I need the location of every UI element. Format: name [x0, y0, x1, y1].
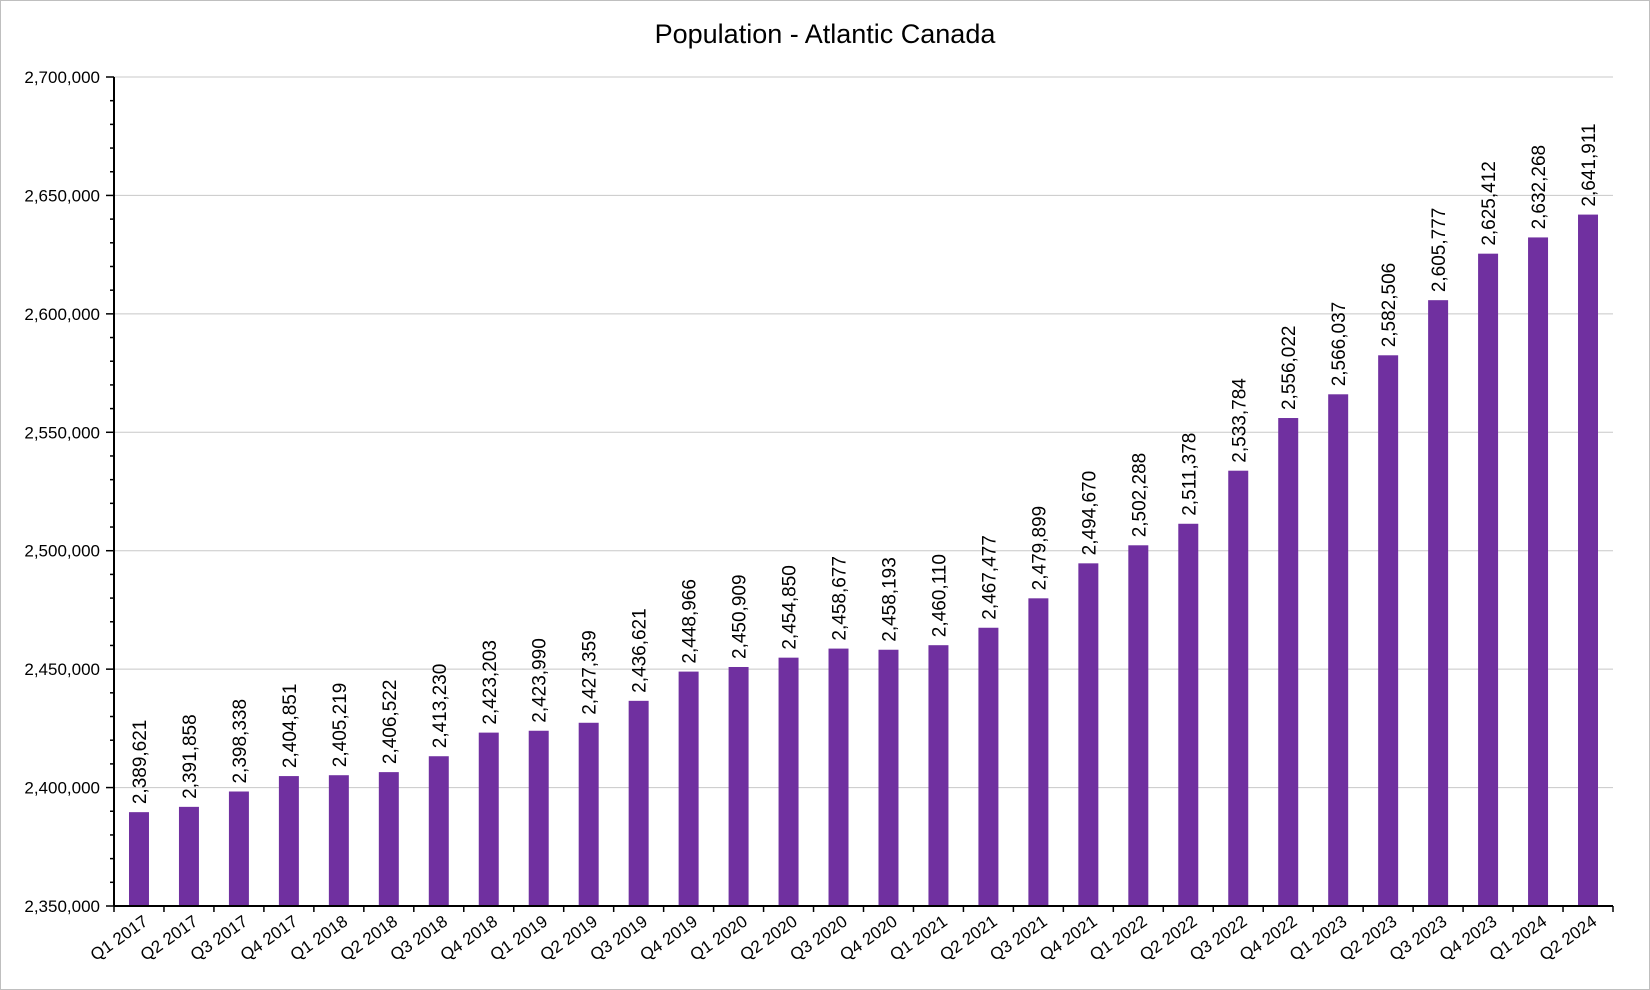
data-label: 2,423,990 [530, 638, 551, 723]
bar [528, 730, 549, 906]
data-label: 2,502,288 [1129, 453, 1150, 538]
bar [128, 812, 149, 906]
data-label: 2,479,899 [1029, 506, 1050, 591]
data-label: 2,406,522 [380, 680, 401, 765]
bar [1178, 523, 1199, 906]
bar [1028, 598, 1049, 906]
data-label: 2,460,110 [929, 554, 950, 637]
axes: 2,350,000 2,400,000 2,450,000 2,500,000 2,55… [24, 68, 1614, 965]
bar [1428, 300, 1449, 906]
y-tick-label: 2,500,000 [24, 542, 100, 561]
bar [328, 775, 349, 906]
data-label: 2,454,850 [780, 565, 801, 650]
bar [678, 671, 699, 906]
bar [1478, 253, 1499, 907]
chart-title: Population - Atlantic Canada [655, 19, 997, 49]
bar [578, 722, 599, 906]
data-label: 2,405,219 [330, 683, 351, 768]
data-label: 2,511,378 [1179, 433, 1200, 516]
bar [1128, 545, 1149, 906]
data-label: 2,494,670 [1079, 471, 1100, 556]
data-label: 2,404,851 [280, 684, 301, 769]
y-tick-label: 2,600,000 [24, 305, 100, 324]
data-label: 2,398,338 [230, 699, 251, 784]
bar [778, 657, 799, 906]
gridlines [114, 76, 1613, 789]
y-tick-label: 2,350,000 [24, 897, 100, 916]
bar [1228, 470, 1249, 906]
bar [278, 776, 299, 906]
bar [1578, 214, 1599, 906]
data-label: 2,632,268 [1529, 145, 1550, 230]
data-label: 2,448,966 [680, 579, 701, 664]
bar [828, 648, 849, 906]
bar [1278, 418, 1299, 906]
bar [928, 645, 949, 906]
data-label: 2,389,621 [130, 720, 151, 805]
data-label: 2,413,230 [430, 664, 451, 749]
y-tick-label: 2,400,000 [24, 779, 100, 798]
bar [1328, 394, 1349, 906]
bar [728, 666, 749, 906]
bar [978, 627, 999, 906]
data-label: 2,641,911 [1579, 123, 1600, 206]
data-label: 2,582,506 [1379, 263, 1400, 348]
y-tick-label: 2,450,000 [24, 660, 100, 679]
y-tick-label: 2,550,000 [24, 423, 100, 442]
data-label: 2,556,022 [1279, 325, 1300, 410]
bar [628, 700, 649, 906]
bar [378, 772, 399, 906]
data-labels: 2,389,621 2,391,858 2,398,338 2,404,851 2,40… [130, 123, 1600, 804]
data-label: 2,533,784 [1229, 378, 1250, 463]
bar [1528, 237, 1549, 906]
bar [478, 732, 499, 906]
data-label: 2,467,477 [979, 535, 1000, 620]
data-label: 2,458,193 [879, 557, 900, 642]
bar [428, 756, 449, 906]
bar [178, 806, 199, 906]
data-label: 2,566,037 [1329, 302, 1350, 387]
bar [878, 649, 899, 906]
data-label: 2,605,777 [1429, 208, 1450, 293]
bar [228, 791, 249, 906]
data-label: 2,436,621 [630, 608, 651, 693]
data-label: 2,423,203 [480, 640, 501, 725]
data-label: 2,625,412 [1479, 161, 1500, 246]
bars [128, 214, 1599, 907]
bar [1078, 563, 1099, 906]
data-label: 2,450,909 [730, 574, 751, 659]
data-label: 2,427,359 [580, 630, 601, 715]
data-label: 2,391,858 [180, 714, 201, 799]
data-label: 2,458,677 [830, 556, 851, 641]
x-tick-label: Q2 2024 [1536, 912, 1600, 965]
y-tick-label: 2,700,000 [24, 68, 100, 87]
bar [1378, 355, 1399, 906]
y-tick-label: 2,650,000 [24, 186, 100, 205]
